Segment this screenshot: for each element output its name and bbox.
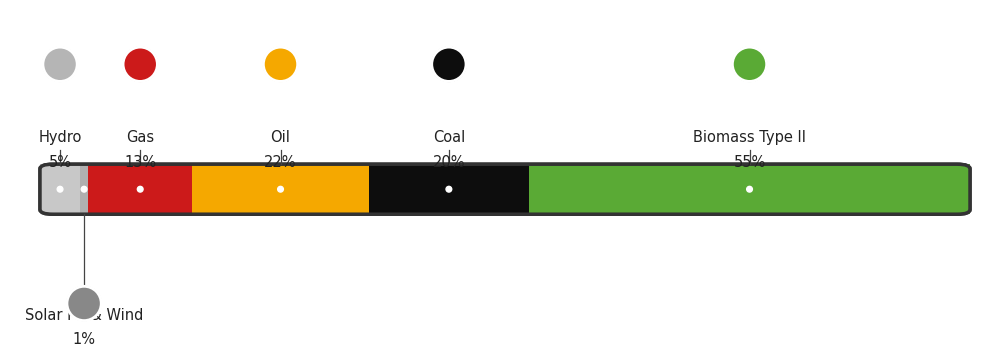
- Bar: [40, 164, 80, 214]
- Text: 1%: 1%: [73, 332, 96, 347]
- Ellipse shape: [446, 186, 452, 192]
- Ellipse shape: [81, 186, 87, 192]
- Text: Biomass Type II: Biomass Type II: [693, 130, 806, 145]
- Ellipse shape: [263, 47, 298, 81]
- Ellipse shape: [123, 47, 157, 81]
- Text: 13%: 13%: [124, 155, 156, 170]
- Ellipse shape: [747, 186, 752, 192]
- Ellipse shape: [732, 47, 767, 81]
- FancyBboxPatch shape: [40, 164, 970, 214]
- Ellipse shape: [43, 47, 77, 81]
- Ellipse shape: [67, 286, 101, 321]
- Text: Solar PV & Wind: Solar PV & Wind: [25, 308, 143, 323]
- Text: 5%: 5%: [49, 155, 72, 170]
- Text: Hydro: Hydro: [38, 130, 82, 145]
- Text: Gas: Gas: [126, 130, 154, 145]
- Bar: [192, 164, 369, 214]
- Text: 55%: 55%: [733, 155, 766, 170]
- Bar: [529, 164, 970, 214]
- Ellipse shape: [57, 186, 63, 192]
- Bar: [369, 164, 529, 214]
- Bar: [88, 164, 192, 214]
- Text: 22%: 22%: [264, 155, 297, 170]
- Ellipse shape: [432, 47, 466, 81]
- Text: 20%: 20%: [433, 155, 465, 170]
- Text: Coal: Coal: [433, 130, 465, 145]
- Ellipse shape: [137, 186, 143, 192]
- Bar: [80, 164, 88, 214]
- Text: Oil: Oil: [271, 130, 290, 145]
- Ellipse shape: [278, 186, 283, 192]
